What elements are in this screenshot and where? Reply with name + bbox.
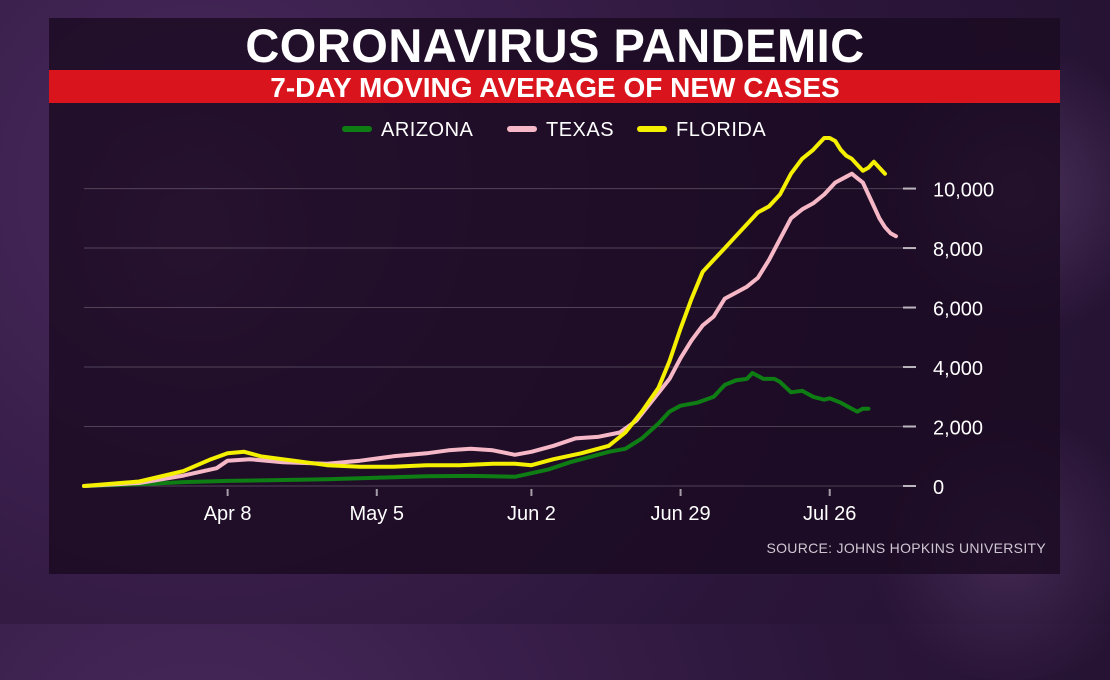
chart-title: CORONAVIRUS PANDEMIC [245, 19, 865, 72]
y-tick-label: 2,000 [933, 418, 983, 440]
y-tick-label: 4,000 [933, 358, 983, 380]
legend-label-florida: FLORIDA [676, 119, 766, 141]
chart-subtitle: 7-DAY MOVING AVERAGE OF NEW CASES [270, 72, 840, 103]
x-tick-label: Jul 26 [803, 503, 856, 525]
y-tick-label: 0 [933, 477, 944, 499]
x-tick-label: May 5 [350, 503, 404, 525]
gridlines [84, 187, 916, 496]
legend: ARIZONA TEXAS FLORIDA [342, 119, 766, 141]
series-line-florida [82, 136, 887, 488]
x-tick-label: Jun 2 [507, 503, 556, 525]
axis-labels: 0 2,000 4,000 6,000 8,000 10,000 Apr 8 May 5 Jun… [204, 180, 994, 525]
subtitle-banner [49, 70, 1060, 103]
source-note: SOURCE: JOHNS HOPKINS UNIVERSITY [766, 540, 1046, 556]
y-tick-label: 8,000 [933, 239, 983, 261]
series-lines [82, 136, 898, 488]
x-tick-label: Jun 29 [651, 503, 711, 525]
x-tick-label: Apr 8 [204, 503, 252, 525]
line-chart: ARIZONA TEXAS FLORIDA 0 2,000 4,000 6,000 8,00… [82, 119, 994, 525]
series-line-arizona [82, 371, 871, 488]
legend-label-texas: TEXAS [546, 119, 614, 141]
legend-label-arizona: ARIZONA [381, 119, 474, 141]
y-tick-label: 10,000 [933, 180, 994, 202]
series-line-texas [82, 171, 898, 488]
y-tick-label: 6,000 [933, 299, 983, 321]
